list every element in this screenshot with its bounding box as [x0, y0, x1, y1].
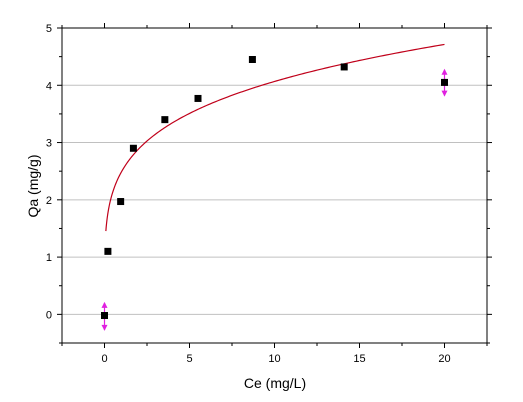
data-points	[101, 56, 448, 320]
data-point	[104, 247, 112, 255]
y-tick-label: 2	[46, 195, 52, 207]
error-bar-cap-bottom	[441, 90, 448, 97]
x-tick-label: 5	[186, 353, 192, 365]
y-tick-label: 1	[46, 252, 52, 264]
y-tick-label: 4	[46, 80, 52, 92]
x-ticks: 0 5 10 15 20	[61, 23, 488, 365]
data-point	[101, 312, 108, 320]
y-axis-title: Qa (mg/g)	[25, 154, 41, 217]
fit-curve-layer	[105, 43, 445, 232]
data-point	[129, 144, 137, 152]
data-point	[340, 63, 348, 71]
y-tick-label: 3	[46, 138, 52, 150]
x-tick-label: 20	[438, 353, 450, 365]
y-tick-label: 0	[46, 309, 52, 321]
x-axis-title: Ce (mg/L)	[244, 375, 306, 391]
y-tick-label: 5	[46, 23, 52, 35]
plot-frame	[61, 27, 488, 344]
x-tick-label: 0	[101, 353, 107, 365]
data-point	[194, 94, 202, 102]
error-bar-cap-bottom	[101, 324, 108, 331]
error-bar-cap-top	[441, 68, 448, 75]
fit-curve	[105, 43, 445, 232]
grid-lines	[62, 84, 487, 315]
x-tick-label: 15	[353, 353, 365, 365]
error-bar-cap-top	[101, 301, 108, 308]
x-tick-label: 10	[268, 353, 280, 365]
data-point	[248, 56, 256, 63]
data-point	[441, 78, 448, 86]
data-point	[161, 116, 169, 124]
y-ticks: 0 1 2 3 4 5	[46, 23, 492, 344]
data-point	[117, 198, 125, 206]
